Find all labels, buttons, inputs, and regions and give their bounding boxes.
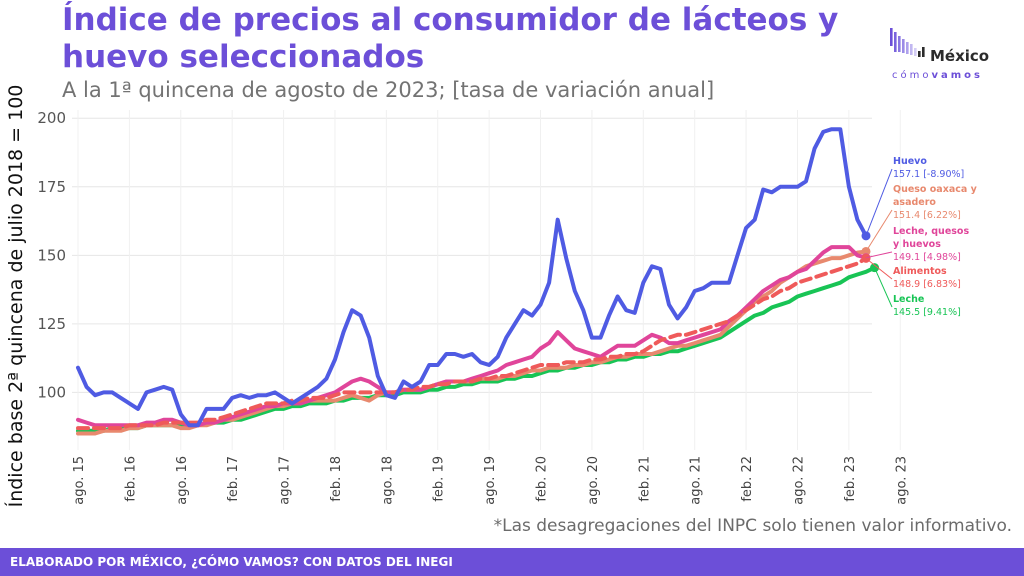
x-axis-ticks: ago. 15 feb. 16 ago. 16 feb. 17 ago. 17 feb. …	[72, 456, 909, 505]
logo-bars-icon	[890, 28, 925, 57]
x-tick-label: feb. 18	[329, 456, 344, 502]
chart-series-lines	[76, 127, 880, 436]
series-line-leche-quesos-y-huevos	[76, 245, 868, 428]
y-tick-label: 175	[37, 178, 66, 196]
logo-tagline: cómovamos	[892, 70, 983, 81]
y-tick-label: 200	[37, 109, 66, 127]
series-value-label: 151.4 [6.22%]	[893, 210, 961, 221]
series-name-label: Alimentos	[893, 266, 947, 277]
logo-tag-bold: vamos	[931, 70, 983, 81]
y-tick-label: 100	[37, 383, 66, 401]
x-tick-label: feb. 23	[843, 456, 858, 502]
x-tick-label: ago. 23	[894, 456, 909, 505]
label-connector-huevo	[865, 168, 893, 237]
y-axis-ticks: 100 125 150 175 200	[37, 109, 66, 401]
x-tick-label: feb. 17	[226, 456, 241, 502]
series-name-label: Leche	[893, 294, 924, 305]
series-line-leche	[76, 265, 877, 433]
x-tick-label: ago. 16	[175, 456, 190, 505]
y-axis-label: Índice base 2ª quincena de julio 2018 = …	[4, 85, 27, 508]
x-tick-label: ago. 22	[791, 456, 806, 505]
label-connector-alimentos	[865, 257, 893, 280]
chart-title: Índice de precios al consumidor de lácte…	[62, 2, 839, 75]
series-line-huevo	[76, 127, 868, 428]
y-tick-label: 125	[37, 315, 66, 333]
series-line-queso-oaxaca-y-asadero	[76, 249, 868, 436]
line-chart: 100 125 150 175 200 ago. 15 feb. 16 ago. 16 feb…	[4, 85, 978, 508]
series-value-label: 157.1 [-8.90%]	[893, 169, 964, 180]
x-tick-label: ago. 15	[72, 456, 87, 505]
chart-grid	[72, 110, 901, 450]
logo-tag-light: cómo	[892, 70, 932, 81]
series-value-label: 148.9 [6.83%]	[893, 279, 961, 290]
x-tick-label: feb. 20	[535, 456, 550, 502]
series-value-label: 145.5 [9.41%]	[893, 307, 961, 318]
x-tick-label: feb. 16	[123, 456, 138, 502]
x-tick-label: feb. 22	[740, 456, 755, 502]
x-tick-label: ago. 21	[689, 456, 704, 505]
logo-name: México	[930, 47, 990, 65]
series-line-alimentos	[76, 256, 868, 431]
x-tick-label: ago. 18	[380, 456, 395, 505]
footer-credit: ELABORADO POR MÉXICO, ¿CÓMO VAMOS? CON D…	[0, 548, 1024, 576]
label-connector-leche	[874, 267, 893, 308]
x-tick-label: ago. 20	[586, 456, 601, 505]
y-tick-label: 150	[37, 246, 66, 264]
x-tick-label: ago. 19	[483, 456, 498, 505]
label-connector-leche-quesos-y-huevos	[865, 251, 893, 259]
mexico-como-vamos-logo: México cómovamos	[888, 26, 1008, 82]
x-tick-label: ago. 17	[278, 456, 293, 505]
x-tick-label: feb. 21	[637, 456, 652, 502]
chart-subtitle: A la 1ª quincena de agosto de 2023; [tas…	[62, 78, 715, 102]
footnote: *Las desagregaciones del INPC solo tiene…	[493, 516, 1012, 536]
series-name-label: Queso oaxaca y asadero	[893, 184, 978, 208]
series-name-label: Leche, quesos y huevos	[893, 226, 969, 250]
series-end-labels: Huevo 157.1 [-8.90%] Queso oaxaca y asadero…	[865, 156, 978, 318]
series-name-label: Huevo	[893, 156, 927, 167]
x-tick-label: feb. 19	[432, 456, 447, 502]
label-connector-queso-oaxaca-y-asadero	[865, 209, 893, 252]
series-value-label: 149.1 [4.98%]	[893, 252, 961, 263]
